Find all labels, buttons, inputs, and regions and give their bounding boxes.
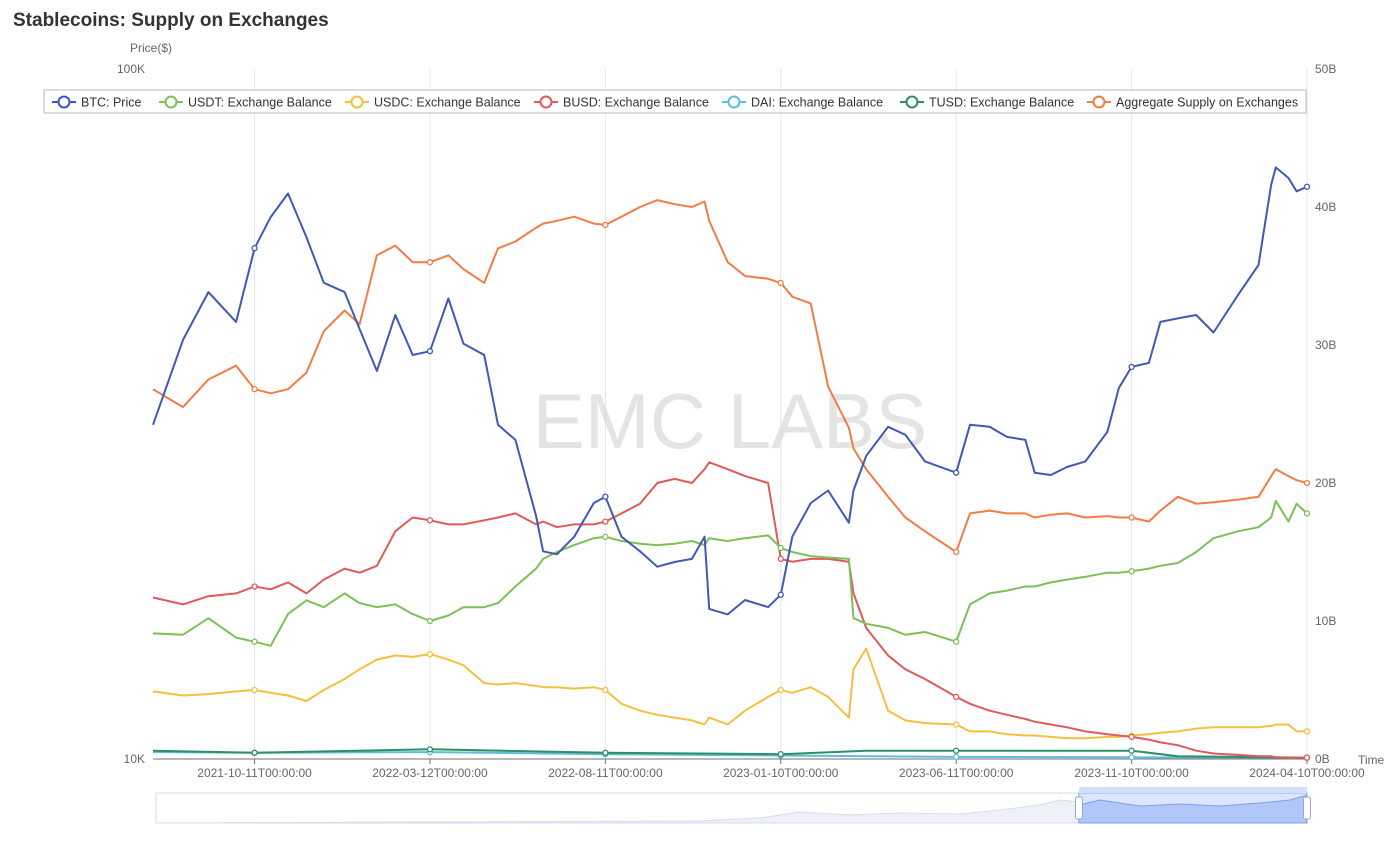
legend-label: USDT: Exchange Balance	[188, 96, 332, 110]
watermark: EMC LABS	[533, 377, 927, 465]
series-marker	[953, 469, 960, 476]
series-marker	[602, 686, 609, 694]
zoom-slider[interactable]	[155, 787, 1311, 824]
series-marker	[251, 583, 258, 590]
series-marker	[602, 749, 609, 756]
series-marker	[953, 747, 960, 754]
series-line-6	[152, 199, 1308, 553]
zoom-handle[interactable]	[1075, 796, 1083, 820]
legend-swatch-circle	[164, 95, 178, 109]
zoom-handle[interactable]	[1303, 796, 1311, 820]
series-marker	[251, 638, 258, 645]
y-right-tick-label: 10B	[1315, 614, 1336, 628]
series-marker	[777, 279, 784, 287]
x-tick-label: 2023-01-10T00:00:00	[723, 766, 839, 780]
y-left-axis-label: Price($)	[130, 41, 172, 55]
series-markers	[251, 183, 1311, 761]
series-marker	[777, 544, 784, 552]
series-lines	[152, 166, 1308, 759]
legend-item[interactable]: BUSD: Exchange Balance	[534, 95, 709, 110]
series-marker	[1303, 183, 1311, 190]
series-line-5	[152, 748, 1308, 759]
series-marker	[953, 753, 960, 761]
series-line-3	[152, 461, 1307, 759]
series-marker	[426, 650, 434, 658]
series-marker	[953, 693, 960, 701]
x-tick-label: 2023-11-10T00:00:00	[1074, 766, 1189, 780]
y-left-tick-label: 10K	[124, 752, 145, 766]
series-marker	[251, 244, 258, 252]
legend-item[interactable]: DAI: Exchange Balance	[722, 95, 883, 110]
legend-item[interactable]: USDC: Exchange Balance	[345, 95, 521, 110]
legend-item[interactable]: Aggregate Supply on Exchanges	[1087, 95, 1298, 110]
legend-swatch-circle	[57, 95, 71, 109]
series-marker	[1128, 754, 1135, 761]
series-marker	[1128, 568, 1135, 575]
series-marker	[1128, 747, 1135, 754]
series-line-2	[152, 647, 1307, 740]
series-marker	[953, 721, 960, 728]
series-marker	[953, 638, 960, 645]
series-marker	[426, 517, 434, 524]
legend-swatch-circle	[1092, 95, 1106, 109]
legend-item[interactable]: TUSD: Exchange Balance	[900, 95, 1074, 110]
x-tick-label: 2022-03-12T00:00:00	[372, 766, 488, 780]
legend-item[interactable]: USDT: Exchange Balance	[159, 95, 332, 110]
y-right-tick-label: 40B	[1315, 200, 1336, 214]
legend-swatch-circle	[727, 95, 741, 109]
y-left-tick-label: 100K	[117, 62, 145, 76]
zoom-move-handle[interactable]	[1079, 787, 1307, 793]
x-tick-label: 2024-04-10T00:00:00	[1249, 766, 1365, 780]
series-marker	[1303, 754, 1311, 761]
series-marker	[602, 221, 609, 229]
y-right-tick-label: 50B	[1315, 62, 1336, 76]
zoom-track[interactable]	[155, 792, 1308, 824]
x-tick-label: 2022-08-11T00:00:00	[548, 766, 663, 780]
series-marker	[1303, 479, 1311, 487]
series-marker	[602, 493, 609, 500]
legend-swatch-circle	[350, 95, 364, 109]
legend-swatch-circle	[905, 95, 919, 109]
y-right-tick-label: 0B	[1315, 752, 1330, 766]
series-marker	[1303, 728, 1311, 735]
legend: BTC: Price USDT: Exchange Balance USDC: Ex…	[43, 89, 1307, 114]
series-marker	[953, 548, 960, 556]
series-marker	[1128, 363, 1135, 371]
series-marker	[426, 617, 434, 625]
series-marker	[777, 591, 784, 598]
legend-label: BTC: Price	[81, 96, 141, 110]
series-marker	[602, 533, 609, 540]
series-marker	[251, 749, 258, 756]
x-axis-label: Time	[1358, 753, 1385, 767]
y-right-tick-label: 30B	[1315, 338, 1336, 352]
page-title: Stablecoins: Supply on Exchanges	[13, 10, 329, 31]
legend-label: USDC: Exchange Balance	[374, 96, 521, 110]
legend-swatch-circle	[539, 95, 553, 109]
zoom-selection[interactable]	[1078, 792, 1308, 824]
series-line-0	[152, 166, 1308, 616]
series-marker	[1303, 510, 1311, 517]
series-marker	[777, 555, 784, 563]
series-marker	[602, 518, 609, 525]
legend-item[interactable]: BTC: Price	[52, 95, 141, 110]
series-marker	[251, 386, 258, 393]
series-marker	[777, 751, 784, 758]
legend-label: Aggregate Supply on Exchanges	[1116, 96, 1298, 110]
legend-label: TUSD: Exchange Balance	[929, 96, 1074, 110]
series-marker	[251, 686, 258, 694]
legend-label: DAI: Exchange Balance	[751, 96, 883, 110]
series-marker	[1128, 514, 1135, 521]
axes: 2021-10-11T00:00:00 2022-03-12T00:00:00 20…	[117, 41, 1385, 780]
x-tick-label: 2023-06-11T00:00:00	[899, 766, 1014, 780]
y-right-tick-label: 20B	[1315, 476, 1336, 490]
legend-label: BUSD: Exchange Balance	[563, 96, 709, 110]
series-marker	[426, 746, 434, 753]
series-marker	[426, 348, 434, 355]
series-marker	[1128, 733, 1135, 741]
series-marker	[426, 259, 434, 266]
x-tick-label: 2021-10-11T00:00:00	[197, 766, 312, 780]
series-marker	[777, 686, 784, 694]
series-line-1	[152, 499, 1308, 647]
